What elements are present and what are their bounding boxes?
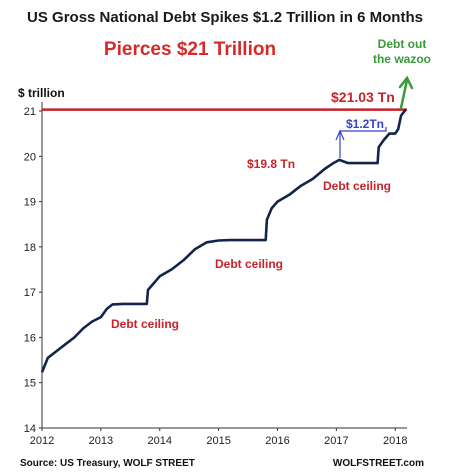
wazoo-line1: Debt out	[378, 37, 427, 51]
x-tick-label: 2017	[324, 435, 348, 447]
wazoo-line2: the wazoo	[373, 52, 431, 66]
spike-arrow-left	[335, 129, 345, 141]
x-tick-label: 2013	[89, 435, 113, 447]
source-text: Source: US Treasury, WOLF STREET	[20, 458, 195, 469]
y-tick-label: 20	[24, 151, 36, 163]
value-label-21-03: $21.03 Tn	[331, 89, 395, 105]
x-tick-label: 2016	[265, 435, 289, 447]
y-tick-label: 21	[24, 106, 36, 118]
spike-bracket	[335, 127, 387, 158]
debt-ceiling-label-2015: Debt ceiling	[215, 257, 283, 271]
wazoo-arrow-head	[398, 75, 414, 90]
y-tick-label: 19	[24, 197, 36, 209]
brand-text: WOLFSTREET.com	[333, 458, 424, 469]
wazoo-arrow-shaft	[399, 78, 409, 110]
y-tick-label: 18	[24, 242, 36, 254]
y-tick-label: 16	[24, 332, 36, 344]
y-tick-label: 14	[24, 423, 36, 435]
wazoo-arrow	[398, 75, 414, 110]
prev-value-label: $19.8 Tn	[247, 157, 295, 171]
debt-ceiling-label-2013: Debt ceiling	[111, 317, 179, 331]
x-tick-group: 2012 2013 2014 2015 2016 2017 2018	[30, 428, 407, 447]
y-tick-label: 17	[24, 287, 36, 299]
series-line-debt	[40, 108, 407, 373]
chart-subtitle: Pierces $21 Trillion	[104, 39, 276, 60]
x-tick-label: 2012	[30, 435, 54, 447]
y-tick-label: 15	[24, 378, 36, 390]
x-tick-label: 2015	[206, 435, 230, 447]
chart-title: US Gross National Debt Spikes $1.2 Trill…	[27, 9, 423, 26]
spike-annotation: $1.2Tn	[346, 117, 384, 131]
x-tick-label: 2014	[147, 435, 171, 447]
y-axis-label: $ trillion	[18, 86, 65, 100]
y-tick-group: 14 15 16 17 18 19 20 21	[24, 106, 42, 435]
spike-bracket-line	[339, 127, 387, 158]
debt-ceiling-label-2017: Debt ceiling	[323, 179, 391, 193]
x-tick-label: 2018	[383, 435, 407, 447]
